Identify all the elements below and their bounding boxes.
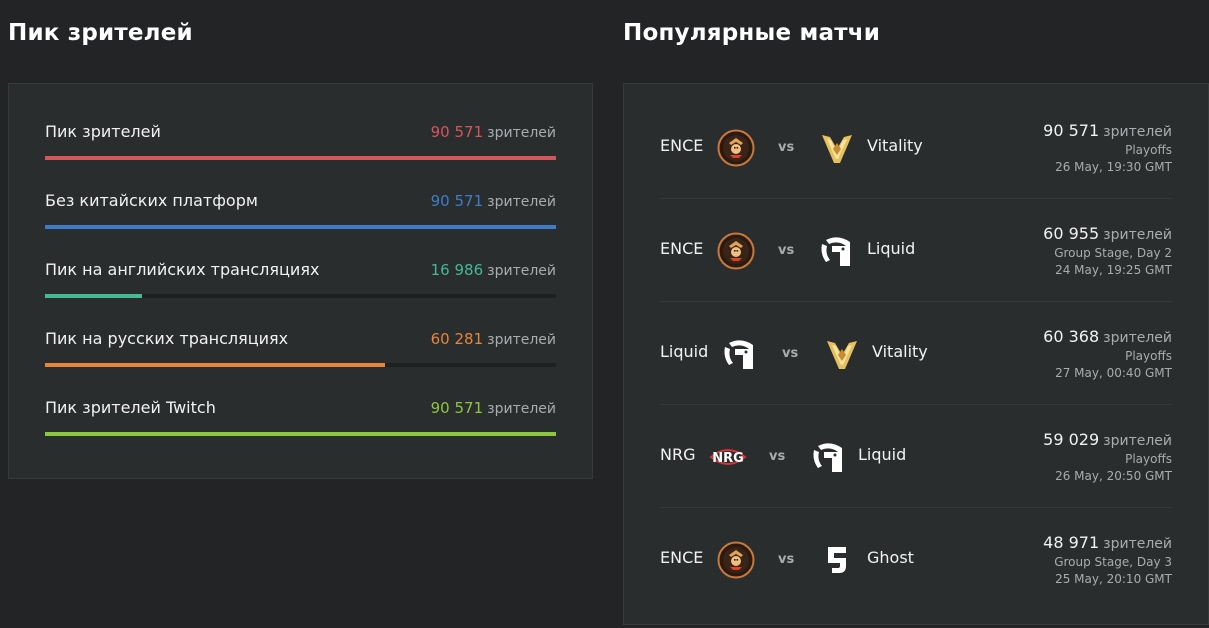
match-viewers: 60 955 зрителей [1043, 224, 1172, 243]
progress-fill [45, 225, 556, 229]
progress-track [45, 156, 556, 160]
match-viewers: 59 029 зрителей [1043, 430, 1172, 449]
viewer-count: 60 955 [1043, 224, 1100, 243]
stat-unit: зрителей [487, 401, 556, 417]
team1-name: ENCE [660, 136, 704, 155]
match-viewers: 60 368 зрителей [1043, 327, 1172, 346]
stat-label: Пик на русских трансляциях [45, 329, 289, 348]
liquid-logo-icon [818, 232, 856, 270]
vitality-logo-icon [818, 129, 856, 167]
progress-fill [45, 432, 556, 436]
stat-label: Пик зрителей Twitch [45, 398, 216, 417]
match-date: 26 May, 19:30 GMT [1055, 160, 1172, 174]
progress-track [45, 294, 556, 298]
vs-label: vs [778, 140, 795, 155]
match-row[interactable]: ENCE vs Ghost 48 971 зрителей Group Stage… [660, 508, 1172, 611]
team2-name: Vitality [867, 136, 923, 155]
ence-logo-icon [717, 129, 755, 167]
ence-logo-icon [717, 541, 755, 579]
viewer-unit: зрителей [1103, 536, 1172, 552]
progress-track [45, 363, 556, 367]
popular-matches-panel: ENCE vs Vitality 90 571 зрителей Playoffs… [623, 83, 1209, 625]
viewer-unit: зрителей [1103, 124, 1172, 140]
stat-value: 90 571 зрителей [431, 399, 556, 417]
progress-fill [45, 156, 556, 160]
team2-name: Vitality [872, 342, 928, 361]
peak-viewers-panel: Пик зрителей 90 571 зрителей Без китайски… [8, 83, 593, 479]
stat-unit: зрителей [487, 263, 556, 279]
stat-row-russian: Пик на русских трансляциях 60 281 зрителе… [45, 329, 556, 389]
team1-name: ENCE [660, 548, 704, 567]
stat-label: Пик зрителей [45, 122, 161, 141]
match-stage: Group Stage, Day 3 [1054, 555, 1172, 569]
vs-label: vs [778, 552, 795, 567]
stat-number: 90 571 [430, 123, 484, 141]
match-row[interactable]: ENCE vs Vitality 90 571 зрителей Playoffs… [660, 96, 1172, 199]
viewer-count: 60 368 [1043, 327, 1100, 346]
team1-name: Liquid [660, 342, 709, 361]
peak-viewers-title: Пик зрителей [8, 20, 193, 46]
popular-matches-title: Популярные матчи [623, 20, 881, 46]
match-date: 26 May, 20:50 GMT [1055, 469, 1172, 483]
match-stage: Playoffs [1125, 452, 1172, 466]
match-date: 25 May, 20:10 GMT [1055, 572, 1172, 586]
team2-name: Liquid [867, 239, 916, 258]
match-date: 24 May, 19:25 GMT [1055, 263, 1172, 277]
ghost-logo-icon [818, 541, 856, 579]
match-date: 27 May, 00:40 GMT [1055, 366, 1172, 380]
progress-fill [45, 363, 385, 367]
stat-number: 90 571 [430, 192, 484, 210]
match-stage: Playoffs [1125, 349, 1172, 363]
team1-name: ENCE [660, 239, 704, 258]
stat-label: Без китайских платформ [45, 191, 258, 210]
vs-label: vs [778, 243, 795, 258]
match-row[interactable]: Liquid vs Vitality 60 368 зрителей Playof… [660, 302, 1172, 405]
match-stage: Group Stage, Day 2 [1054, 246, 1172, 260]
vitality-logo-icon [823, 335, 861, 373]
team2-name: Liquid [858, 445, 907, 464]
stat-value: 90 571 зрителей [431, 123, 556, 141]
stat-number: 16 986 [430, 261, 484, 279]
ence-logo-icon [717, 232, 755, 270]
stat-label: Пик на английских трансляциях [45, 260, 320, 279]
vs-label: vs [782, 346, 799, 361]
progress-fill [45, 294, 143, 298]
stat-value: 16 986 зрителей [431, 261, 556, 279]
match-row[interactable]: NRG vs Liquid 59 029 зрителей Playoffs 26… [660, 405, 1172, 508]
match-stage: Playoffs [1125, 143, 1172, 157]
match-viewers: 90 571 зрителей [1043, 121, 1172, 140]
stat-value: 90 571 зрителей [431, 192, 556, 210]
team1-name: NRG [660, 445, 696, 464]
stat-unit: зрителей [487, 194, 556, 210]
viewer-unit: зрителей [1103, 227, 1172, 243]
nrg-logo-icon [709, 438, 747, 476]
match-row[interactable]: ENCE vs Liquid 60 955 зрителей Group Stag… [660, 199, 1172, 302]
stat-unit: зрителей [487, 125, 556, 141]
stat-unit: зрителей [487, 332, 556, 348]
viewer-count: 90 571 [1043, 121, 1100, 140]
viewer-unit: зрителей [1103, 330, 1172, 346]
viewer-count: 59 029 [1043, 430, 1100, 449]
stat-row-no-chinese: Без китайских платформ 90 571 зрителей [45, 191, 556, 251]
vs-label: vs [769, 449, 786, 464]
stat-number: 90 571 [430, 399, 484, 417]
progress-track [45, 432, 556, 436]
stat-row-peak: Пик зрителей 90 571 зрителей [45, 122, 556, 182]
stat-row-english: Пик на английских трансляциях 16 986 зрит… [45, 260, 556, 320]
stat-value: 60 281 зрителей [431, 330, 556, 348]
viewer-count: 48 971 [1043, 533, 1100, 552]
stat-row-twitch: Пик зрителей Twitch 90 571 зрителей [45, 398, 556, 458]
stat-number: 60 281 [430, 330, 484, 348]
viewer-unit: зрителей [1103, 433, 1172, 449]
match-viewers: 48 971 зрителей [1043, 533, 1172, 552]
progress-track [45, 225, 556, 229]
team2-name: Ghost [867, 548, 914, 567]
liquid-logo-icon [721, 335, 759, 373]
liquid-logo-icon [810, 438, 848, 476]
